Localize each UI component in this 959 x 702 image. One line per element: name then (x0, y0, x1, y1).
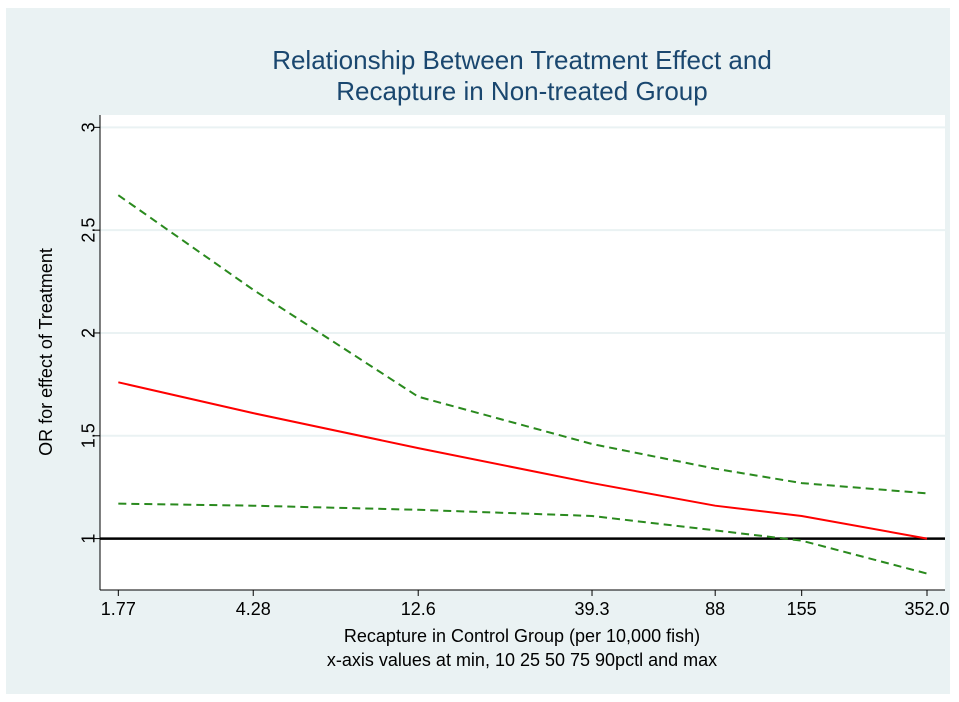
x-tick-label: 1.77 (101, 599, 136, 619)
chart-title: Recapture in Non-treated Group (336, 76, 707, 106)
series-line (117, 194, 928, 495)
chart-title: Relationship Between Treatment Effect an… (272, 45, 772, 75)
x-tick-label: 39.3 (574, 599, 609, 619)
x-tick-label: 4.28 (236, 599, 271, 619)
y-tick-label: 3 (79, 122, 99, 132)
x-tick-label: 12.6 (401, 599, 436, 619)
x-tick-label: 155 (787, 599, 817, 619)
plot-area (100, 115, 945, 590)
x-axis-note: x-axis values at min, 10 25 50 75 90pctl… (327, 650, 717, 670)
series-line (118, 381, 928, 540)
y-tick-label: 2 (79, 328, 99, 338)
x-axis-title: Recapture in Control Group (per 10,000 f… (344, 626, 700, 646)
y-tick-label: 2.5 (79, 218, 99, 243)
y-axis-title: OR for effect of Treatment (36, 248, 56, 456)
x-tick-label: 88 (705, 599, 725, 619)
y-tick-label: 1 (79, 534, 99, 544)
series-line (118, 502, 928, 575)
y-tick-label: 1.5 (79, 423, 99, 448)
x-tick-label: 352.0 (904, 599, 949, 619)
